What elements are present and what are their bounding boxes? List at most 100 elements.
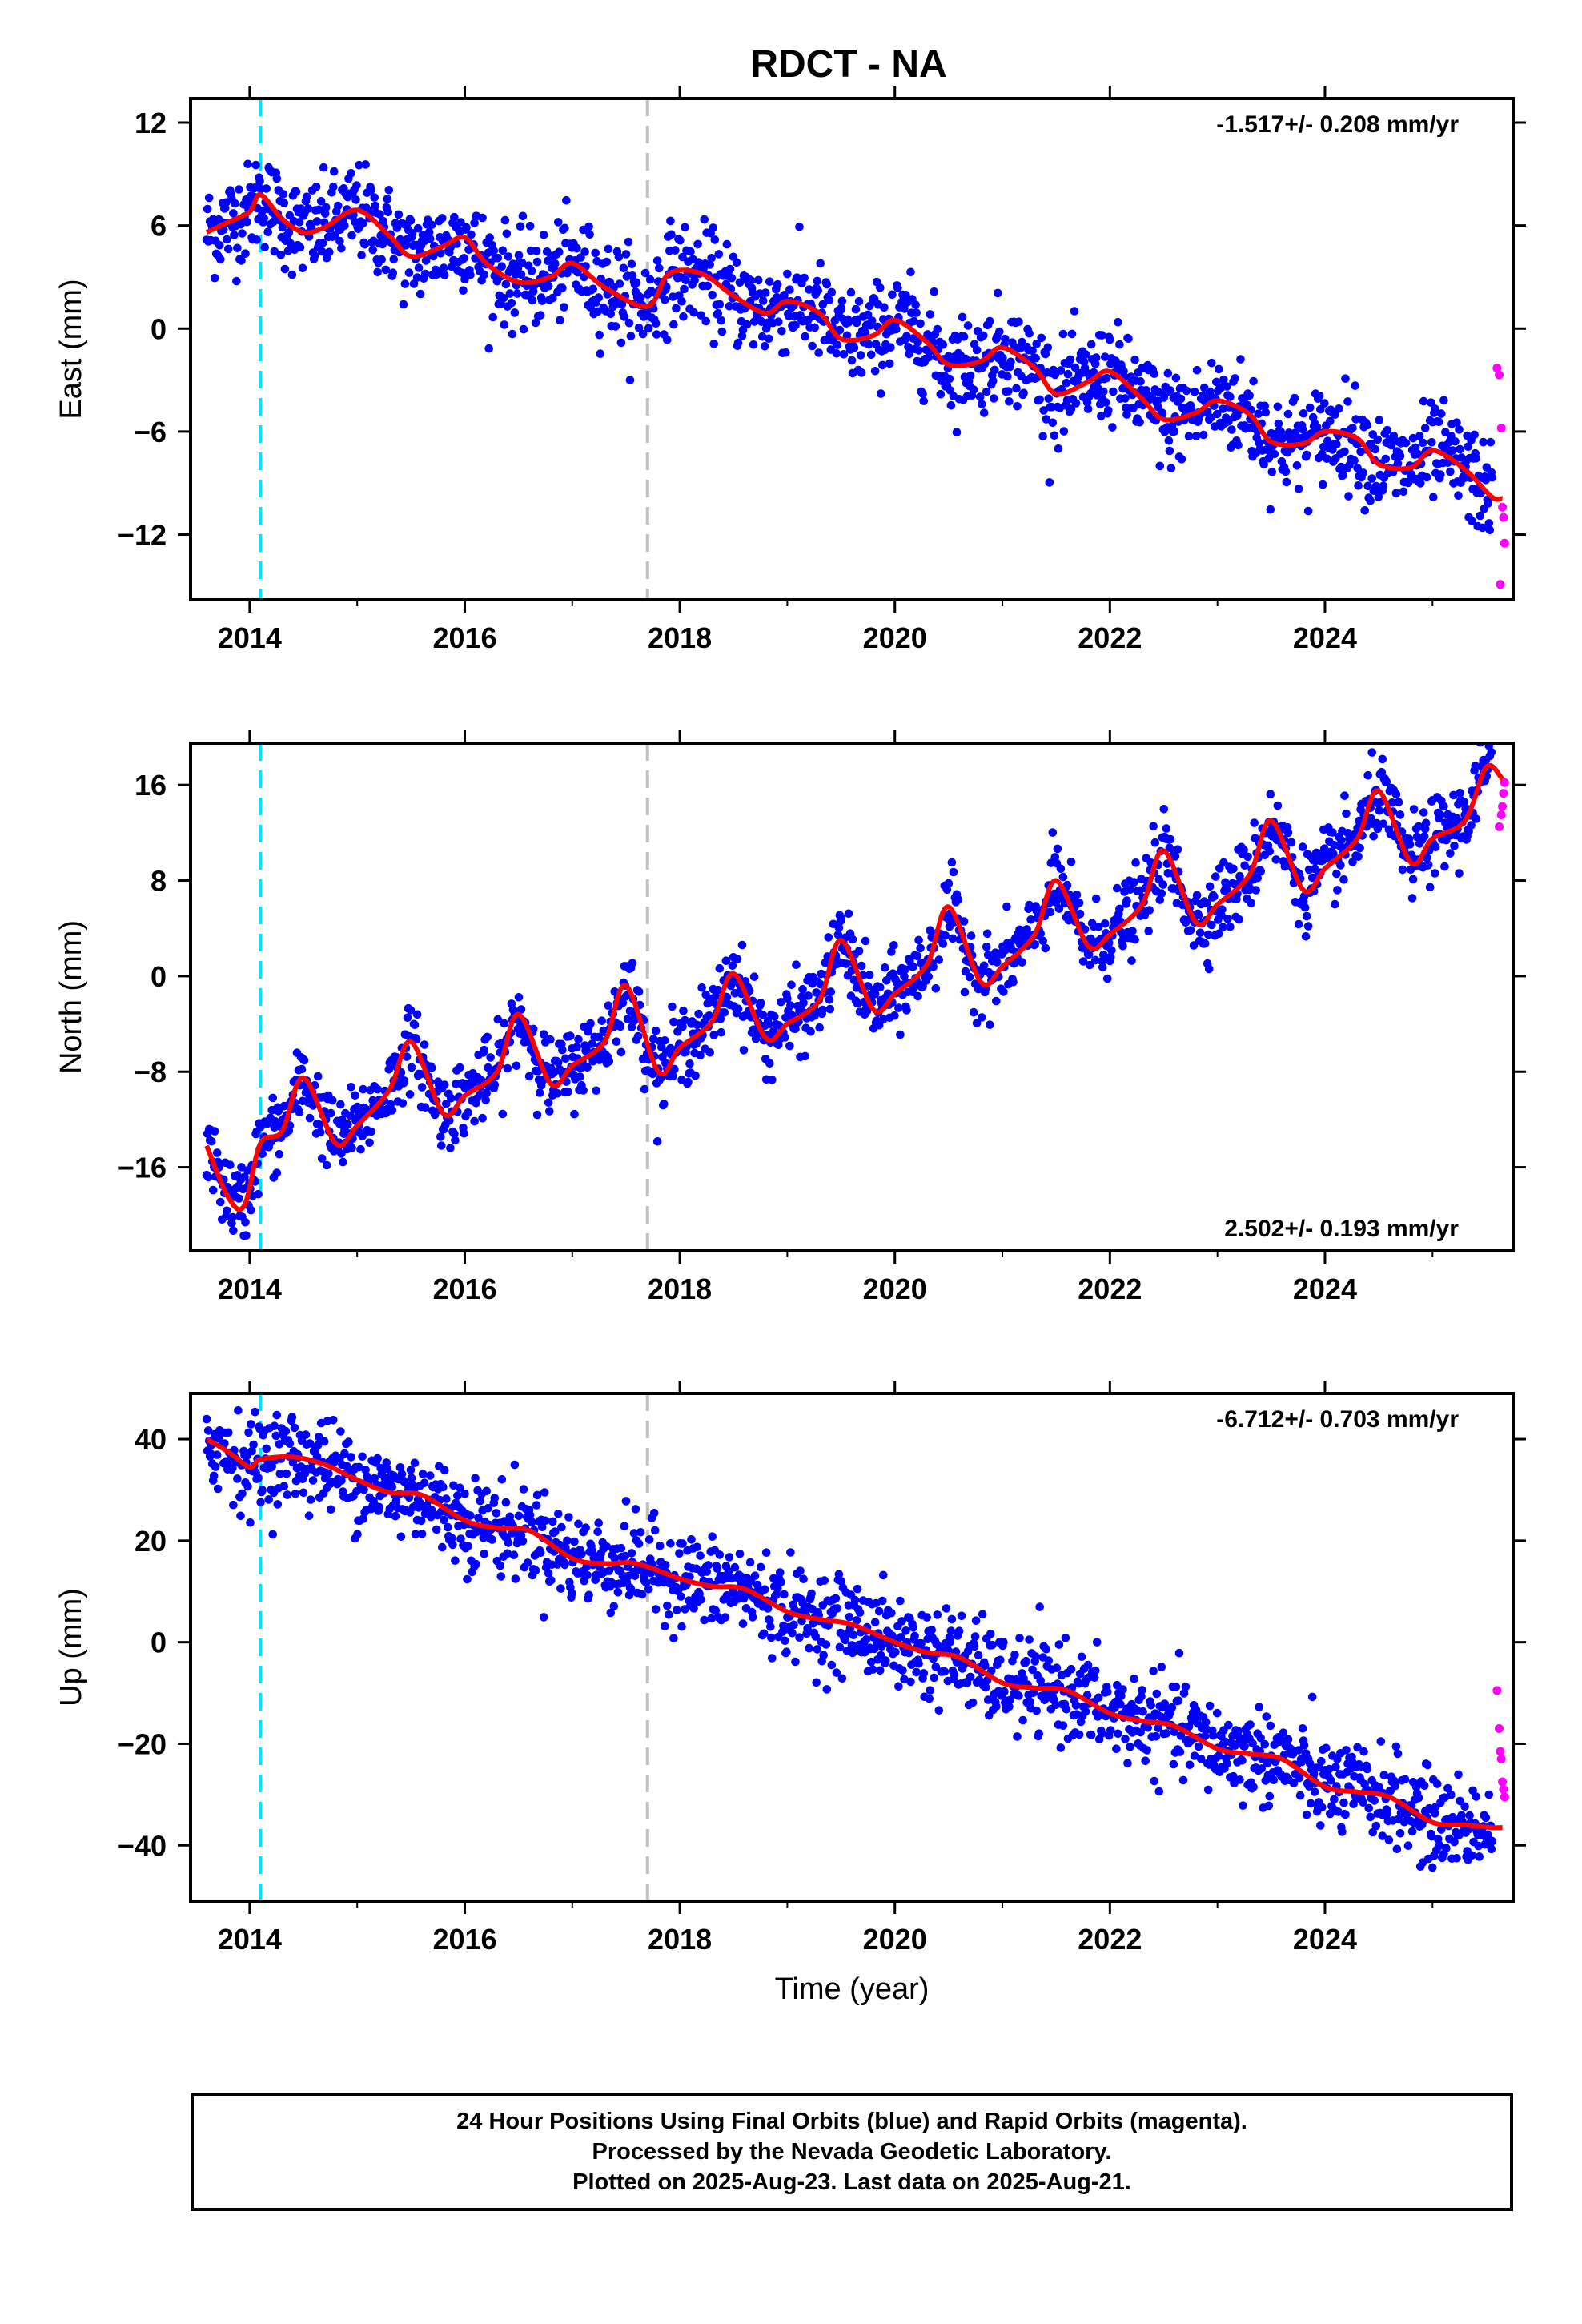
final-orbit-point <box>996 1655 1005 1665</box>
final-orbit-point <box>1454 1770 1463 1779</box>
final-orbit-point <box>1192 365 1202 375</box>
rapid-orbit-point <box>1499 513 1508 522</box>
final-orbit-point <box>1395 452 1405 460</box>
final-orbit-point <box>1317 1756 1326 1766</box>
final-orbit-point <box>437 1141 446 1150</box>
y-tick-label: −16 <box>118 1152 167 1184</box>
final-orbit-point <box>1147 392 1156 400</box>
final-orbit-point <box>216 1197 225 1207</box>
final-orbit-point <box>334 201 343 211</box>
final-orbit-point <box>733 338 743 348</box>
final-orbit-point <box>272 174 282 183</box>
final-orbit-point <box>1118 1685 1127 1694</box>
final-orbit-point <box>287 1413 297 1421</box>
y-tick-label: 6 <box>151 210 167 243</box>
final-orbit-point <box>844 909 853 919</box>
final-orbit-point <box>1254 409 1263 418</box>
final-orbit-point <box>1056 366 1066 375</box>
final-orbit-point <box>813 286 822 296</box>
final-orbit-point <box>1281 467 1291 476</box>
final-orbit-point <box>919 396 928 406</box>
final-orbit-point <box>707 1614 716 1623</box>
final-orbit-point <box>826 987 836 996</box>
final-orbit-point <box>781 348 790 357</box>
final-orbit-point <box>258 1486 267 1494</box>
final-orbit-point <box>1456 444 1464 454</box>
final-orbit-point <box>440 1080 449 1089</box>
final-orbit-point <box>316 1418 326 1428</box>
final-orbit-point <box>233 1474 242 1483</box>
final-orbit-point <box>986 316 994 326</box>
final-orbit-point <box>486 1053 495 1062</box>
final-orbit-point <box>592 1086 600 1096</box>
final-orbit-point <box>1112 1744 1121 1753</box>
final-orbit-point <box>276 251 286 259</box>
final-orbit-point <box>1247 899 1255 907</box>
final-orbit-point <box>926 310 934 319</box>
final-orbit-point <box>700 1615 709 1625</box>
final-orbit-point <box>896 1596 905 1606</box>
final-orbit-point <box>871 1598 881 1608</box>
final-orbit-point <box>514 993 524 1002</box>
final-orbit-point <box>1348 424 1357 432</box>
final-orbit-point <box>273 1500 283 1509</box>
final-orbit-point <box>1084 950 1094 959</box>
final-orbit-point <box>656 1542 665 1550</box>
final-orbit-point <box>535 1088 544 1097</box>
final-orbit-point <box>359 1485 368 1494</box>
final-orbit-point <box>1118 942 1127 951</box>
final-orbit-point <box>1169 1759 1178 1769</box>
final-orbit-point <box>867 316 877 325</box>
final-orbit-point <box>767 1633 776 1642</box>
final-orbit-point <box>722 239 732 249</box>
final-orbit-point <box>509 1550 519 1559</box>
final-orbit-point <box>440 263 448 272</box>
final-orbit-point <box>1400 1775 1410 1783</box>
final-orbit-point <box>508 329 517 339</box>
final-orbit-point <box>1164 436 1174 445</box>
final-orbit-point <box>564 1513 573 1522</box>
final-orbit-point <box>832 349 841 358</box>
final-orbit-point <box>514 1511 524 1521</box>
final-orbit-point <box>813 1645 821 1654</box>
x-tick-label: 2018 <box>648 1273 712 1305</box>
final-orbit-point <box>940 1667 950 1676</box>
final-orbit-point <box>1006 357 1015 367</box>
final-orbit-point <box>765 1059 774 1068</box>
final-orbit-point <box>1048 828 1058 837</box>
final-orbit-point <box>226 1160 235 1169</box>
final-orbit-point <box>1294 1746 1303 1755</box>
final-orbit-point <box>724 1567 733 1576</box>
final-orbit-point <box>1468 1851 1476 1860</box>
final-orbit-point <box>1316 404 1325 414</box>
final-orbit-point <box>1062 378 1071 388</box>
y-tick-label: −40 <box>118 1829 167 1862</box>
final-orbit-point <box>1377 767 1387 777</box>
final-orbit-point <box>1026 1697 1034 1707</box>
final-orbit-point <box>556 1584 565 1593</box>
final-orbit-point <box>910 1631 919 1641</box>
final-orbit-point <box>822 1685 832 1694</box>
final-orbit-point <box>355 1462 363 1472</box>
final-orbit-point <box>302 192 311 201</box>
final-orbit-point <box>893 283 902 292</box>
final-orbit-point <box>757 332 767 341</box>
final-orbit-point <box>1004 387 1013 396</box>
final-orbit-point <box>407 1474 416 1482</box>
final-orbit-point <box>476 1496 484 1506</box>
final-orbit-point <box>972 1019 982 1027</box>
final-orbit-point <box>1171 1683 1181 1691</box>
final-orbit-point <box>1071 399 1081 408</box>
final-orbit-point <box>1135 418 1144 427</box>
final-orbit-point <box>1074 1679 1083 1688</box>
final-orbit-point <box>436 249 445 258</box>
final-orbit-point <box>650 1526 660 1535</box>
final-orbit-point <box>833 930 843 939</box>
final-orbit-point <box>519 1485 528 1494</box>
final-orbit-point <box>442 1494 451 1503</box>
final-orbit-point <box>756 999 765 1007</box>
final-orbit-point <box>1213 1708 1222 1718</box>
final-orbit-point <box>1090 1666 1100 1675</box>
final-orbit-point <box>1488 472 1497 482</box>
final-orbit-point <box>536 311 545 320</box>
